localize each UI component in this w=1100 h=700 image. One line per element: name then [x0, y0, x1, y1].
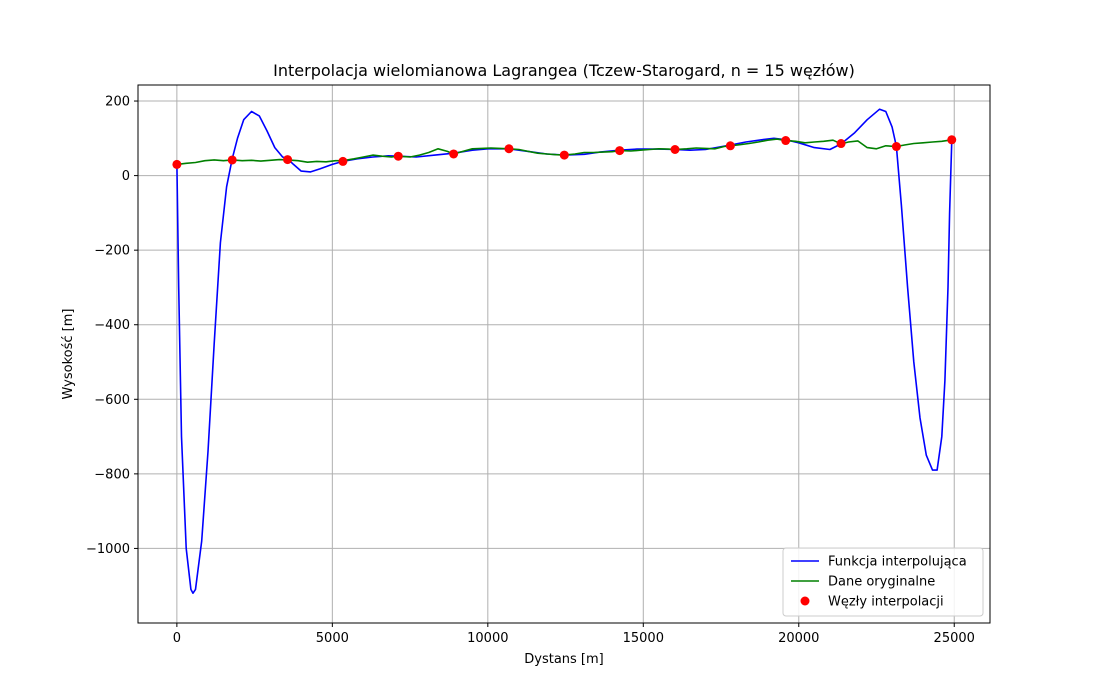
node-point [338, 156, 348, 166]
legend-label: Dane oryginalne [828, 575, 935, 590]
legend-label: Funkcja interpolująca [828, 555, 967, 570]
node-point [559, 150, 569, 160]
legend-box [782, 547, 984, 617]
node-point [891, 142, 901, 152]
y-tick-label: 0 [122, 169, 130, 184]
x-tick-label: 5000 [316, 631, 349, 646]
node-point [947, 135, 957, 145]
x-tick-label: 10000 [467, 631, 508, 646]
x-tick-label: 25000 [934, 631, 975, 646]
x-tick-label: 15000 [623, 631, 664, 646]
y-tick-label: −600 [94, 393, 130, 408]
y-tick-label: −1000 [86, 542, 130, 557]
node-point [725, 141, 735, 151]
node-point [393, 151, 403, 161]
node-point [504, 144, 514, 154]
legend-label: Węzły interpolacji [828, 595, 944, 610]
grid [138, 85, 990, 623]
legend: Funkcja interpolująca Dane oryginalne Węzł… [782, 547, 984, 617]
plot-area [172, 108, 957, 594]
x-tick-label: 0 [173, 631, 181, 646]
axes-frame [137, 84, 991, 624]
x-tick-label: 20000 [778, 631, 819, 646]
series-line-funkcja-interpoluj-ca [176, 108, 953, 594]
chart-title: Interpolacja wielomianowa Lagrangea (Tcz… [273, 61, 855, 80]
y-tick-label: −800 [94, 467, 130, 482]
node-point [615, 146, 625, 156]
node-point [781, 136, 791, 146]
x-axis: 0 5000 10000 15000 20000 25000 [173, 623, 975, 646]
y-tick-label: −400 [94, 318, 130, 333]
legend-swatch [800, 596, 810, 606]
node-point [836, 139, 846, 149]
x-axis-label: Dystans [m] [524, 652, 604, 667]
node-point [449, 149, 459, 159]
node-point [670, 145, 680, 155]
node-point [283, 155, 293, 165]
node-point [172, 159, 182, 169]
y-axis-label: Wysokość [m] [61, 309, 76, 400]
y-axis: −1000 −800 −600 −400 −200 0 200 [86, 95, 138, 557]
y-tick-label: −200 [94, 244, 130, 259]
node-point [227, 155, 237, 165]
y-tick-label: 200 [105, 95, 130, 110]
